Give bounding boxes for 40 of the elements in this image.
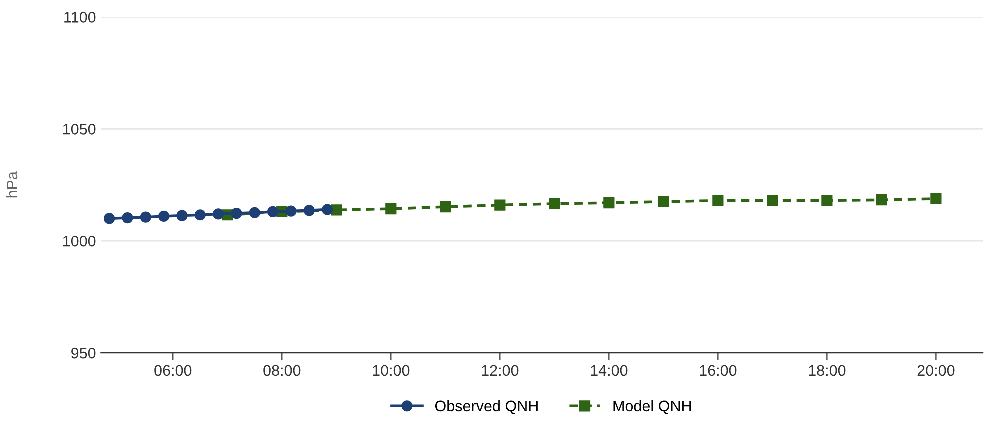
y-axis-title: hPa [6,172,18,198]
y-tick-label: 950 [72,348,96,359]
point [158,210,170,222]
point [822,195,833,206]
y-tick-label: 1100 [64,12,96,23]
point [494,200,506,211]
point [712,195,724,206]
point [930,193,942,205]
x-tick-label: 06:00 [154,365,192,376]
point [122,212,134,224]
point [331,204,342,216]
y-tick-label: 1000 [64,236,96,247]
point [140,212,152,223]
x-tick-label: 20:00 [918,365,955,376]
point [231,208,242,220]
point [286,206,297,217]
point [322,204,334,216]
x-tick-label: 18:00 [809,365,846,376]
point [194,210,206,221]
x-tick-label: 16:00 [700,365,737,376]
x-tick-label: 08:00 [264,365,301,376]
point [104,213,116,224]
point [212,208,224,220]
x-tick-label: 10:00 [373,365,410,376]
point [658,196,670,208]
point [267,206,279,218]
point [604,197,615,209]
point [386,204,397,215]
legend-label: Observed QNH [435,400,538,414]
point [304,205,315,216]
y-tick-label: 1050 [64,124,96,135]
point [440,202,452,213]
point [767,195,778,206]
legend-label: Model QNH [614,400,692,414]
point [549,198,560,210]
x-tick-label: 14:00 [591,365,628,376]
x-tick-label: 12:00 [482,365,519,376]
point [876,194,888,206]
point [176,210,188,222]
point [249,207,260,218]
